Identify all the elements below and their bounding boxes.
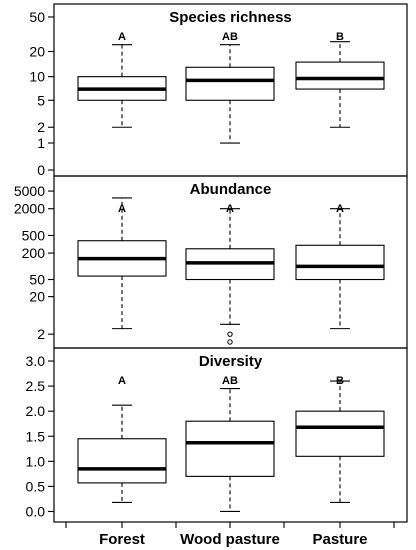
significance-letter: A	[118, 203, 126, 215]
significance-letter: AB	[222, 375, 238, 387]
box-forest: A	[77, 375, 167, 504]
y-tick-label: 2	[37, 326, 45, 342]
x-category-label: Pasture	[312, 531, 367, 548]
box-pasture: A	[295, 203, 385, 330]
y-tick-label: 2.5	[26, 378, 46, 394]
significance-letter: A	[118, 375, 126, 387]
y-tick-label: 2.0	[26, 403, 46, 419]
box-body	[185, 420, 275, 477]
box-wood-pasture: A	[185, 203, 275, 345]
panel-title: Species richness	[169, 9, 292, 26]
box-forest: A	[77, 31, 167, 128]
box-wood-pasture: AB	[185, 375, 275, 513]
x-category-label: Forest	[99, 531, 145, 548]
outlier-point	[227, 331, 233, 337]
y-tick-label: 20	[29, 289, 45, 305]
box-pasture: B	[295, 375, 385, 504]
y-tick-label: 10	[29, 69, 45, 85]
panel-3: Diversity 0.0 0.5 1.0 1.5 2.0 2.5 3.0 A AB B	[26, 347, 408, 523]
box-forest: A	[77, 197, 167, 330]
box-pasture: B	[295, 31, 385, 128]
box-body	[185, 66, 275, 101]
y-tick-label: 1.5	[26, 428, 46, 444]
significance-letter: A	[118, 31, 126, 43]
y-tick-label: 3.0	[26, 353, 46, 369]
y-tick-label: 0	[37, 162, 45, 178]
y-tick-label: 0.0	[26, 503, 46, 519]
y-tick-label: 20	[29, 44, 45, 60]
y-tick-label: 2000	[14, 201, 45, 217]
significance-letter: AB	[222, 31, 238, 43]
outlier-point	[227, 339, 233, 345]
panel-1: Species richness 0 12 5 10 20 50 A AB B	[29, 3, 408, 178]
y-tick-label: 2	[37, 119, 45, 135]
y-tick-label: 5	[37, 92, 45, 108]
box-body	[295, 410, 385, 457]
panel-title: Diversity	[199, 353, 263, 370]
y-tick-label: 50	[29, 9, 45, 25]
significance-letter: B	[336, 31, 344, 43]
y-tick-label: 50	[29, 272, 45, 288]
box-wood-pasture: AB	[185, 31, 275, 144]
x-category-label: Wood pasture	[180, 531, 280, 548]
significance-letter: B	[336, 375, 344, 387]
box-body	[295, 244, 385, 281]
significance-letter: A	[226, 203, 234, 215]
y-tick-label: 1.0	[26, 453, 46, 469]
panel-title: Abundance	[190, 181, 272, 198]
y-tick-label: 0.5	[26, 478, 46, 494]
box-body	[77, 438, 167, 484]
significance-letter: A	[336, 203, 344, 215]
y-tick-label: 200	[22, 245, 46, 261]
y-tick-label: 500	[22, 227, 46, 243]
box-body	[295, 61, 385, 90]
y-tick-label: 1	[37, 135, 45, 151]
y-tick-label: 5000	[14, 183, 45, 199]
x-axis: Forest Wood pasture Pasture	[65, 522, 395, 548]
